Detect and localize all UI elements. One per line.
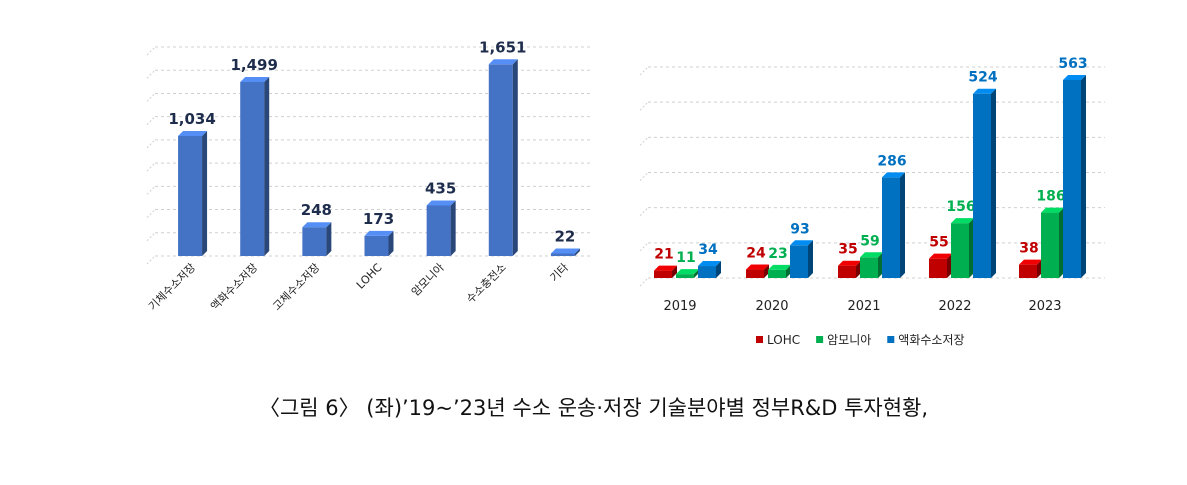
category-label: 기체수소저장 [146,261,198,313]
bar-고체수소저장 [302,222,332,256]
bar-액화수소저장-2022 [973,88,996,278]
legend-label: 암모니아 [827,333,871,347]
bar-액화수소저장-2023 [1063,75,1086,279]
data-label: 22 [554,227,575,245]
bar-액화수소저장-2020 [790,240,813,278]
bar-LOHC-2020 [746,264,769,278]
data-label: 435 [425,179,456,197]
bar-암모니아-2019 [676,269,699,278]
bar-LOHC-2023 [1019,259,1042,278]
bar-LOHC-2022 [929,253,952,278]
data-label: 563 [1058,56,1087,72]
legend-swatch [816,336,824,343]
legend: LOHC 암모니아 액화수소저장 [756,333,965,347]
data-label: 24 [746,246,766,262]
data-label: 1,034 [168,110,215,128]
data-label: 156 [946,199,975,215]
bar-LOHC-2021 [838,260,861,278]
bar-수소충전소 [488,59,518,257]
bar-기타 [550,248,580,256]
data-label: 173 [363,210,394,228]
bar-기체수소저장 [178,130,208,256]
data-label: 93 [790,221,809,237]
category-label: 고체수소저장 [270,261,322,313]
category-label: 2023 [1028,299,1061,314]
data-label: 59 [860,233,879,249]
bar-암모니아-2021 [860,252,883,278]
data-label: 286 [877,153,906,169]
category-label: 기타 [548,261,572,285]
figure-caption: 〈그림 6〉 (좌)’19~’23년 수소 운송·저장 기술분야별 정부R&D … [258,396,929,420]
category-label: 2022 [938,299,971,314]
data-label: 21 [654,247,673,263]
data-label: 55 [929,235,948,251]
legend-swatch [756,336,763,343]
category-label: 2021 [847,299,880,314]
bar-LOHC [364,230,394,256]
bar-암모니아-2023 [1041,207,1064,278]
data-label: 186 [1036,189,1065,205]
category-label: 2019 [663,299,696,314]
legend-label: 액화수소저장 [898,333,964,347]
data-label: 1,499 [230,56,277,74]
category-label: 액화수소저장 [208,261,260,313]
data-label: 11 [676,250,695,266]
bar-LOHC-2019 [654,265,677,278]
category-label: 암모니아 [409,261,447,299]
bar-액화수소저장-2021 [882,172,905,278]
bar-암모니아-2022 [951,218,974,278]
data-label: 38 [1019,241,1038,257]
legend-label: LOHC [767,333,800,347]
bar-암모니아 [426,200,456,256]
bar-액화수소저장 [240,76,270,256]
left-chart: 1,034 기체수소저장 1,499 액화수소저장 248 고체수소저장 173 LOHC 43… [146,38,590,313]
data-label: 23 [768,246,787,262]
data-label: 35 [838,242,857,258]
bar-액화수소저장-2019 [698,261,721,278]
category-label: LOHC [354,261,385,292]
data-label: 34 [698,242,718,258]
data-label: 524 [968,70,997,86]
data-label: 248 [301,201,332,219]
data-label: 1,651 [479,38,526,56]
category-label: 수소충전소 [464,261,509,306]
legend-swatch [887,336,895,343]
bar-암모니아-2020 [768,264,791,278]
category-label: 2020 [755,299,788,314]
